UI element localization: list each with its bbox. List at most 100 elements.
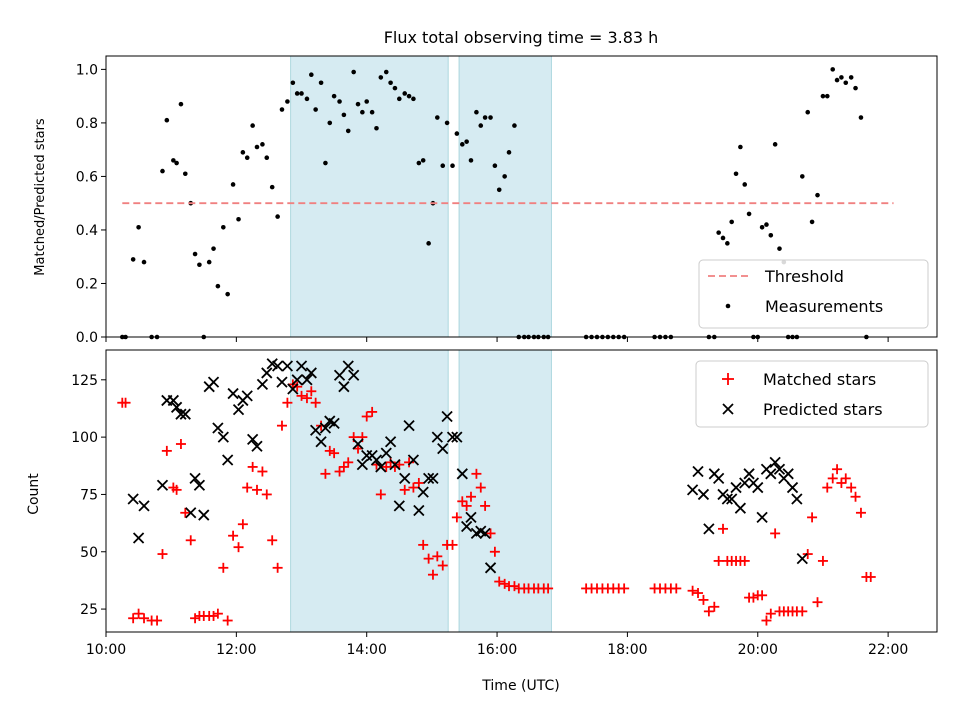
predicted-marker-b bbox=[796, 552, 808, 565]
predicted-marker-b bbox=[730, 481, 742, 494]
bottom-y-ticks: 25 50 75 100 125 bbox=[71, 373, 106, 618]
predicted-star-point bbox=[403, 420, 415, 432]
measurement-point bbox=[830, 67, 836, 72]
measurement-point bbox=[506, 150, 512, 155]
top-y-tick-label: 1.0 bbox=[76, 62, 98, 78]
measurement-point bbox=[411, 96, 416, 102]
matched-star-point bbox=[812, 597, 823, 608]
matched-star-point bbox=[152, 615, 163, 626]
top-legend: Threshold Measurements bbox=[698, 259, 929, 329]
measurement-point bbox=[221, 224, 226, 230]
measurement-point bbox=[416, 160, 422, 166]
predicted-star-point bbox=[217, 431, 229, 443]
measurement-point bbox=[294, 91, 300, 96]
predicted-marker-b bbox=[484, 562, 497, 574]
predicted-star-point bbox=[726, 493, 738, 505]
measurement-point bbox=[130, 257, 136, 262]
predicted-star-point bbox=[281, 360, 294, 372]
predicted-star-point bbox=[441, 410, 453, 423]
measurement-point bbox=[323, 160, 328, 166]
legend-predicted-swatch bbox=[722, 403, 734, 415]
measurement-point bbox=[454, 131, 460, 136]
predicted-star-point bbox=[189, 472, 201, 485]
predicted-star-point bbox=[227, 387, 239, 400]
matched-star-point bbox=[261, 489, 272, 500]
predicted-star-point bbox=[232, 403, 245, 416]
predicted-marker-b bbox=[703, 523, 715, 535]
matched-star-point bbox=[671, 583, 682, 594]
predicted-marker-b bbox=[324, 415, 336, 427]
predicted-marker-b bbox=[310, 424, 322, 436]
predicted-marker-b bbox=[315, 436, 327, 448]
measurement-point bbox=[834, 77, 840, 83]
predicted-star-point bbox=[295, 360, 308, 372]
matched-star-point bbox=[802, 549, 813, 560]
matched-star-point bbox=[827, 473, 838, 484]
matched-star-point bbox=[447, 539, 458, 550]
measurement-point bbox=[729, 219, 734, 225]
measurement-point bbox=[492, 163, 498, 169]
bottom-x-tick-label: 12:00 bbox=[216, 642, 256, 658]
predicted-star-point bbox=[175, 408, 187, 420]
shaded-interval bbox=[458, 55, 552, 338]
measurement-point bbox=[720, 235, 726, 241]
measurement-point bbox=[250, 123, 255, 128]
measurement-point bbox=[733, 171, 739, 177]
predicted-star-point bbox=[461, 520, 473, 533]
measurement-point bbox=[304, 96, 310, 102]
predicted-marker-b bbox=[295, 360, 308, 372]
measurement-point bbox=[211, 246, 216, 251]
matched-star-point bbox=[208, 610, 219, 621]
matched-star-point bbox=[427, 569, 438, 580]
predicted-star-point bbox=[328, 417, 340, 430]
matched-star-point bbox=[324, 445, 335, 456]
matched-star-point bbox=[687, 585, 698, 596]
predicted-star-point bbox=[721, 493, 733, 505]
predicted-marker-b bbox=[756, 511, 768, 524]
predicted-marker-b bbox=[791, 493, 803, 505]
matched-star-point bbox=[757, 590, 768, 601]
matched-star-point bbox=[840, 473, 851, 484]
measurement-point bbox=[800, 174, 805, 179]
measurement-point bbox=[482, 115, 488, 120]
measurement-point bbox=[450, 163, 455, 169]
predicted-marker-b bbox=[348, 369, 360, 381]
predicted-star-point bbox=[484, 562, 497, 574]
matched-star-point bbox=[832, 464, 843, 475]
matched-star-point bbox=[190, 613, 201, 624]
predicted-star-point bbox=[407, 454, 420, 466]
measurement-point bbox=[738, 144, 743, 150]
legend-measurements-label: Measurements bbox=[765, 297, 883, 316]
measurement-point bbox=[327, 120, 333, 126]
measurement-point bbox=[768, 233, 774, 238]
predicted-star-point bbox=[734, 502, 747, 514]
matched-star-point bbox=[399, 484, 410, 495]
bottom-y-tick-label: 50 bbox=[80, 545, 98, 561]
matched-star-point bbox=[385, 457, 396, 468]
matched-star-point bbox=[247, 461, 258, 472]
matched-star-point bbox=[133, 608, 144, 619]
measurement-point bbox=[279, 107, 285, 112]
bottom-axes-frame bbox=[105, 349, 938, 633]
predicted-marker-b bbox=[456, 468, 468, 480]
measurement-point bbox=[160, 168, 165, 174]
predicted-star-point bbox=[756, 511, 768, 524]
matched-star-point bbox=[257, 466, 268, 477]
bottom-x-tick-label: 22:00 bbox=[868, 642, 908, 658]
legend-predicted-label: Predicted stars bbox=[763, 400, 883, 419]
measurement-point bbox=[839, 75, 844, 80]
measurement-point bbox=[716, 230, 721, 235]
top-y-tick-label: 0.2 bbox=[76, 276, 98, 292]
matched-star-point bbox=[375, 489, 386, 500]
bottom-y-tick-label: 75 bbox=[80, 487, 98, 503]
predicted-marker-b bbox=[138, 500, 150, 512]
matched-star-point bbox=[212, 608, 223, 619]
measurement-point bbox=[225, 291, 230, 297]
predicted-star-point bbox=[389, 458, 401, 471]
matched-star-point bbox=[171, 484, 182, 495]
matched-star-point bbox=[222, 615, 233, 626]
predicted-star-point bbox=[333, 369, 346, 381]
measurement-point bbox=[502, 174, 507, 179]
predicted-star-point bbox=[287, 383, 299, 395]
measurement-point bbox=[215, 283, 221, 289]
